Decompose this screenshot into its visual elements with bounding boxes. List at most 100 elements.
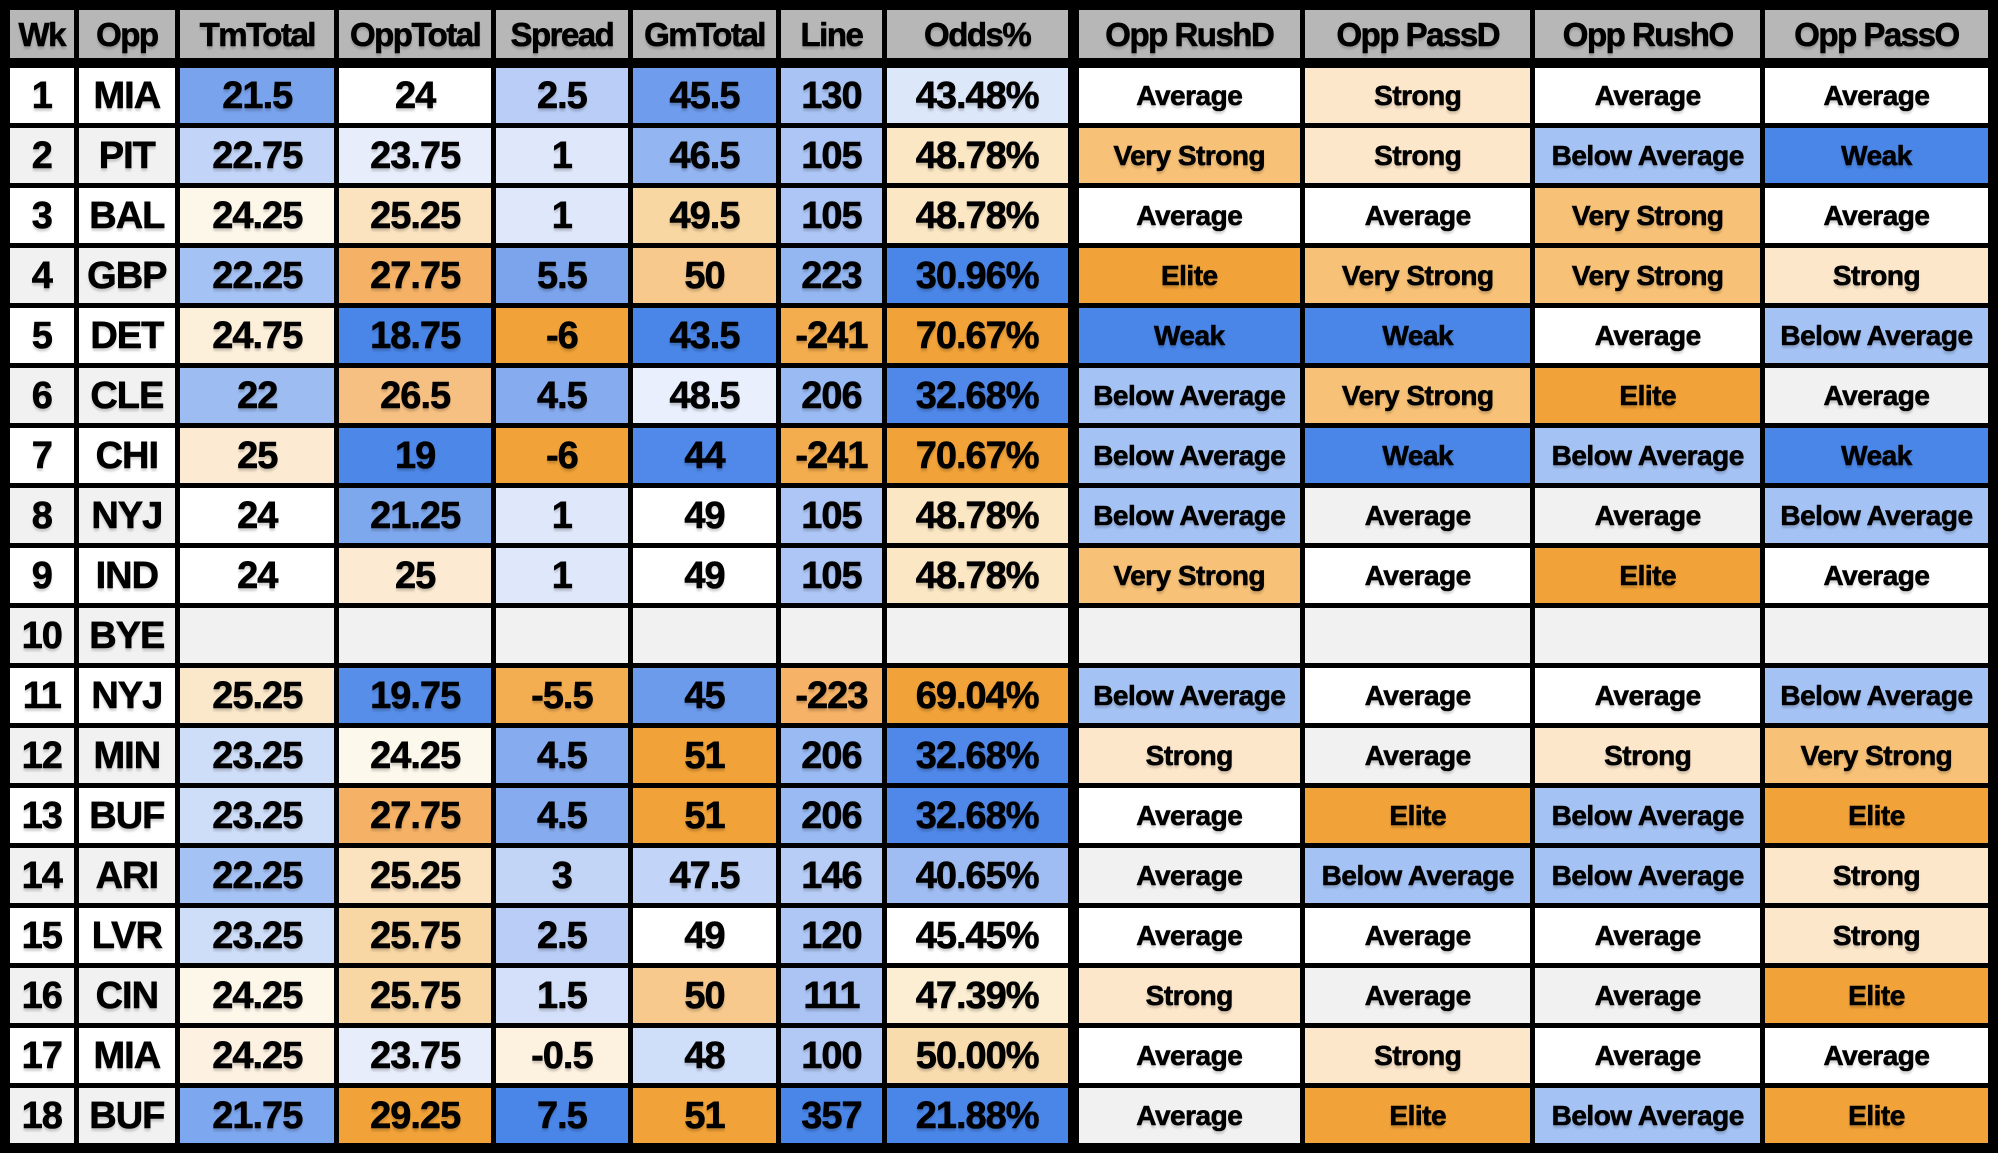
cell-opp-passd[interactable]: Average: [1300, 543, 1536, 608]
cell-opp-total[interactable]: 27.75: [334, 243, 496, 308]
cell-odds-pct[interactable]: 32.68%: [881, 723, 1079, 788]
cell-wk[interactable]: 9: [2, 543, 79, 608]
cell-opp-rusho[interactable]: Average: [1530, 1023, 1765, 1088]
cell-gm-total[interactable]: [627, 603, 782, 668]
cell-opp-rushd[interactable]: Average: [1070, 1023, 1306, 1088]
cell-line[interactable]: [776, 603, 887, 668]
cell-opp-rusho[interactable]: [1530, 603, 1765, 668]
cell-gm-total[interactable]: 49: [627, 543, 782, 608]
cell-odds-pct[interactable]: 69.04%: [881, 663, 1079, 728]
cell-opp-total[interactable]: 21.25: [334, 483, 496, 548]
cell-odds-pct[interactable]: 48.78%: [881, 123, 1079, 188]
cell-spread[interactable]: -6: [490, 303, 633, 368]
cell-opp-rushd[interactable]: Average: [1070, 843, 1306, 908]
cell-opp-passd[interactable]: Very Strong: [1300, 243, 1536, 308]
cell-opp-passd[interactable]: Strong: [1300, 60, 1536, 128]
cell-opp-rusho[interactable]: Below Average: [1530, 843, 1765, 908]
cell-tm-total[interactable]: 22: [175, 363, 340, 428]
cell-opp-passo[interactable]: Strong: [1759, 243, 1996, 308]
cell-opp-passo[interactable]: Elite: [1759, 963, 1996, 1028]
cell-odds-pct[interactable]: 70.67%: [881, 423, 1079, 488]
cell-odds-pct[interactable]: 40.65%: [881, 843, 1079, 908]
cell-gm-total[interactable]: 48.5: [627, 363, 782, 428]
cell-opp-passo[interactable]: Weak: [1759, 123, 1996, 188]
cell-line[interactable]: 146: [776, 843, 887, 908]
cell-gm-total[interactable]: 45.5: [627, 60, 782, 128]
cell-gm-total[interactable]: 50: [627, 243, 782, 308]
cell-opp[interactable]: ARI: [73, 843, 181, 908]
col-header-tm-total[interactable]: TmTotal: [175, 2, 340, 68]
col-header-wk[interactable]: Wk: [2, 2, 79, 68]
cell-opp-passo[interactable]: Average: [1759, 183, 1996, 248]
cell-opp-rushd[interactable]: Average: [1070, 183, 1306, 248]
cell-opp-total[interactable]: 24.25: [334, 723, 496, 788]
cell-opp-rusho[interactable]: Strong: [1530, 723, 1765, 788]
cell-spread[interactable]: 3: [490, 843, 633, 908]
cell-opp-rushd[interactable]: Below Average: [1070, 663, 1306, 728]
cell-opp-passd[interactable]: [1300, 603, 1536, 668]
cell-spread[interactable]: [490, 603, 633, 668]
cell-line[interactable]: 105: [776, 123, 887, 188]
cell-opp-passd[interactable]: Elite: [1300, 783, 1536, 848]
cell-opp-passd[interactable]: Elite: [1300, 1083, 1536, 1151]
cell-opp[interactable]: BUF: [73, 1083, 181, 1151]
cell-odds-pct[interactable]: 48.78%: [881, 483, 1079, 548]
cell-opp[interactable]: GBP: [73, 243, 181, 308]
cell-odds-pct[interactable]: 48.78%: [881, 543, 1079, 608]
cell-opp-rushd[interactable]: Very Strong: [1070, 123, 1306, 188]
cell-gm-total[interactable]: 50: [627, 963, 782, 1028]
cell-opp-passd[interactable]: Average: [1300, 663, 1536, 728]
cell-opp-passo[interactable]: Elite: [1759, 783, 1996, 848]
cell-tm-total[interactable]: [175, 603, 340, 668]
cell-opp-total[interactable]: 19: [334, 423, 496, 488]
cell-wk[interactable]: 3: [2, 183, 79, 248]
cell-wk[interactable]: 14: [2, 843, 79, 908]
cell-wk[interactable]: 15: [2, 903, 79, 968]
cell-odds-pct[interactable]: 30.96%: [881, 243, 1079, 308]
cell-tm-total[interactable]: 23.25: [175, 903, 340, 968]
cell-opp-total[interactable]: 27.75: [334, 783, 496, 848]
cell-opp-passd[interactable]: Average: [1300, 483, 1536, 548]
cell-opp-rusho[interactable]: Average: [1530, 903, 1765, 968]
cell-opp-rushd[interactable]: Below Average: [1070, 363, 1306, 428]
col-header-spread[interactable]: Spread: [490, 2, 633, 68]
cell-line[interactable]: 111: [776, 963, 887, 1028]
cell-opp-rushd[interactable]: Average: [1070, 783, 1306, 848]
cell-spread[interactable]: 1.5: [490, 963, 633, 1028]
cell-spread[interactable]: 1: [490, 183, 633, 248]
cell-opp[interactable]: CHI: [73, 423, 181, 488]
cell-opp-passd[interactable]: Average: [1300, 963, 1536, 1028]
cell-opp-total[interactable]: 19.75: [334, 663, 496, 728]
cell-spread[interactable]: 4.5: [490, 363, 633, 428]
cell-opp-passd[interactable]: Average: [1300, 723, 1536, 788]
cell-odds-pct[interactable]: 32.68%: [881, 363, 1079, 428]
col-header-opp-passd[interactable]: Opp PassD: [1300, 2, 1536, 68]
cell-wk[interactable]: 2: [2, 123, 79, 188]
cell-opp-rusho[interactable]: Average: [1530, 60, 1765, 128]
cell-tm-total[interactable]: 24.25: [175, 963, 340, 1028]
cell-line[interactable]: 105: [776, 183, 887, 248]
cell-opp-total[interactable]: 25.25: [334, 843, 496, 908]
col-header-opp-rusho[interactable]: Opp RushO: [1530, 2, 1765, 68]
cell-opp-passd[interactable]: Weak: [1300, 303, 1536, 368]
cell-opp-rusho[interactable]: Below Average: [1530, 123, 1765, 188]
cell-opp-rusho[interactable]: Average: [1530, 303, 1765, 368]
cell-opp-rushd[interactable]: Strong: [1070, 723, 1306, 788]
cell-opp-total[interactable]: 25.75: [334, 903, 496, 968]
cell-opp-total[interactable]: 23.75: [334, 1023, 496, 1088]
cell-line[interactable]: -241: [776, 303, 887, 368]
col-header-opp-passo[interactable]: Opp PassO: [1759, 2, 1996, 68]
cell-opp-rusho[interactable]: Elite: [1530, 543, 1765, 608]
cell-opp-passd[interactable]: Average: [1300, 903, 1536, 968]
cell-line[interactable]: 206: [776, 723, 887, 788]
cell-gm-total[interactable]: 45: [627, 663, 782, 728]
cell-opp-rusho[interactable]: Very Strong: [1530, 243, 1765, 308]
cell-opp-total[interactable]: 25.25: [334, 183, 496, 248]
cell-opp[interactable]: BUF: [73, 783, 181, 848]
cell-opp-rusho[interactable]: Elite: [1530, 363, 1765, 428]
cell-wk[interactable]: 5: [2, 303, 79, 368]
cell-opp-total[interactable]: [334, 603, 496, 668]
cell-spread[interactable]: 5.5: [490, 243, 633, 308]
cell-odds-pct[interactable]: [881, 603, 1079, 668]
cell-opp[interactable]: IND: [73, 543, 181, 608]
